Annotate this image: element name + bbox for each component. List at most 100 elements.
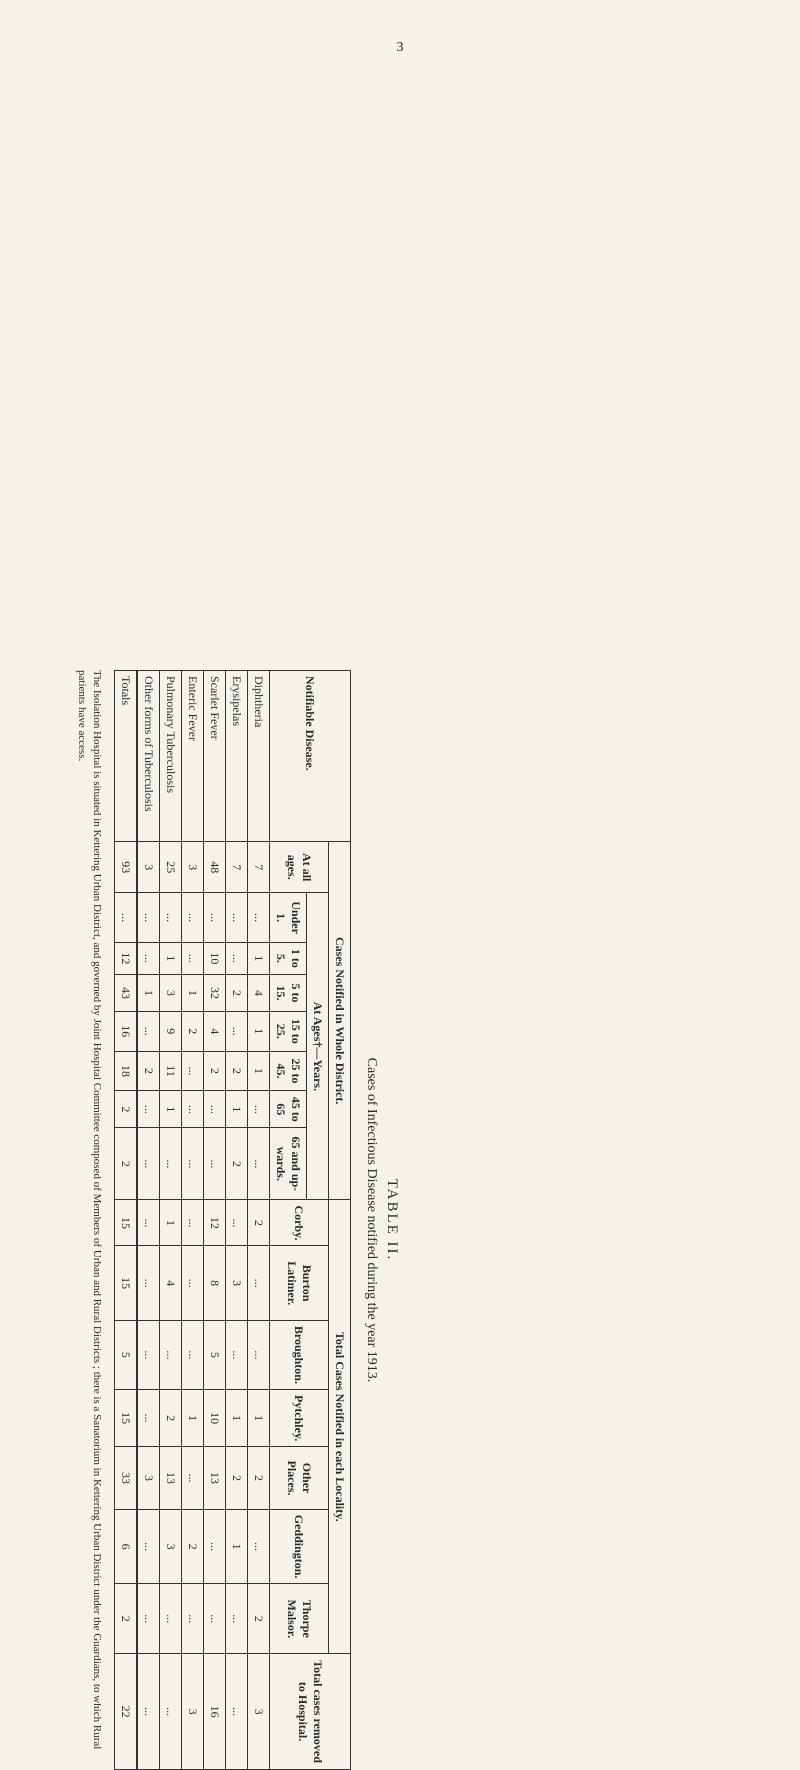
table-row: Scarlet Fever48...103242......12851013..… xyxy=(204,671,226,1770)
locality-cell: 15 xyxy=(115,1389,138,1446)
age-cell: 2 xyxy=(204,1051,226,1091)
locality-cell: 1 xyxy=(182,1389,204,1446)
age-cell: 1 xyxy=(248,1011,270,1051)
locality-cell: ... xyxy=(248,1246,270,1320)
disease-cell: Erysipelas xyxy=(226,671,248,842)
age-cell: 1 xyxy=(137,975,160,1012)
age-cell: 18 xyxy=(115,1051,138,1091)
age-cell: ... xyxy=(115,893,138,942)
locality-cell: ... xyxy=(160,1320,182,1389)
locality-cell: ... xyxy=(182,1320,204,1389)
header-locality: Total Cases Notified in each Locality. xyxy=(329,1200,351,1654)
locality-cell: 2 xyxy=(248,1447,270,1509)
locality-cell: 3 xyxy=(137,1447,160,1509)
header-loc-3: Pytchley. xyxy=(270,1389,329,1446)
age-cell: ... xyxy=(137,1128,160,1200)
age-cell: 2 xyxy=(115,1091,138,1128)
age-cell: 32 xyxy=(204,975,226,1012)
age-cell: ... xyxy=(248,893,270,942)
locality-cell: 15 xyxy=(115,1246,138,1320)
locality-cell: ... xyxy=(226,1320,248,1389)
age-cell: ... xyxy=(182,1091,204,1128)
locality-cell: 2 xyxy=(248,1584,270,1654)
disease-cell: Diphtheria xyxy=(248,671,270,842)
locality-cell: ... xyxy=(137,1584,160,1654)
disease-cell: Other forms of Tuberculosis xyxy=(137,671,160,842)
age-cell: 1 xyxy=(248,942,270,974)
header-loc-0: Corby. xyxy=(270,1200,329,1246)
age-cell: 2 xyxy=(226,1128,248,1200)
header-age-0: Under 1. xyxy=(270,893,307,942)
age-cell: 2 xyxy=(226,1051,248,1091)
age-cell: ... xyxy=(137,1091,160,1128)
age-cell: 1 xyxy=(160,942,182,974)
age-cell: 1 xyxy=(226,1091,248,1128)
header-age-4: 25 to 45. xyxy=(270,1051,307,1091)
all-ages-cell: 93 xyxy=(115,842,138,893)
totals-row: Totals93...12431618221515515336222 xyxy=(115,671,138,1770)
age-cell: 2 xyxy=(137,1051,160,1091)
age-cell: ... xyxy=(160,893,182,942)
removed-cell: ... xyxy=(137,1654,160,1770)
header-age-2: 5 to 15. xyxy=(270,975,307,1012)
header-age-5: 45 to 65 xyxy=(270,1091,307,1128)
age-cell: 4 xyxy=(248,975,270,1012)
removed-cell: ... xyxy=(226,1654,248,1770)
age-cell: 1 xyxy=(248,1051,270,1091)
age-cell: ... xyxy=(204,1091,226,1128)
locality-cell: 12 xyxy=(204,1200,226,1246)
removed-cell: 3 xyxy=(248,1654,270,1770)
locality-cell: ... xyxy=(226,1584,248,1654)
age-cell: 12 xyxy=(115,942,138,974)
footnote: The Isolation Hospital is situated in Ke… xyxy=(73,670,104,1770)
age-cell: ... xyxy=(204,1128,226,1200)
table-row: Erysipelas7......2...212...3...121...... xyxy=(226,671,248,1770)
locality-cell: ... xyxy=(137,1200,160,1246)
age-cell: 2 xyxy=(226,975,248,1012)
locality-cell: ... xyxy=(160,1584,182,1654)
age-cell: ... xyxy=(137,1011,160,1051)
header-loc-1: Burton Latimer. xyxy=(270,1246,329,1320)
disease-cell: Enteric Fever xyxy=(182,671,204,842)
locality-cell: 13 xyxy=(204,1447,226,1509)
locality-cell: 6 xyxy=(115,1509,138,1584)
locality-cell: 4 xyxy=(160,1246,182,1320)
age-cell: ... xyxy=(226,1011,248,1051)
table-row: Other forms of Tuberculosis3......1...2.… xyxy=(137,671,160,1770)
all-ages-cell: 7 xyxy=(226,842,248,893)
table-row: Enteric Fever3......12..................… xyxy=(182,671,204,1770)
age-cell: 3 xyxy=(160,975,182,1012)
table-subtitle: Cases of Infectious Disease notified dur… xyxy=(363,670,379,1770)
disease-cell: Scarlet Fever xyxy=(204,671,226,842)
table-wrapper: TABLE II. Cases of Infectious Disease no… xyxy=(73,670,400,1770)
removed-cell: 3 xyxy=(182,1654,204,1770)
header-removed: Total cases removed to Hospital. xyxy=(270,1654,351,1770)
header-loc-2: Broughton. xyxy=(270,1320,329,1389)
age-cell: ... xyxy=(182,942,204,974)
locality-cell: 2 xyxy=(226,1447,248,1509)
age-cell: 9 xyxy=(160,1011,182,1051)
all-ages-cell: 7 xyxy=(248,842,270,893)
age-cell: 1 xyxy=(182,975,204,1012)
removed-cell: 16 xyxy=(204,1654,226,1770)
disease-cell: Pulmonary Tuberculosis xyxy=(160,671,182,842)
locality-cell: 2 xyxy=(248,1200,270,1246)
locality-cell: 1 xyxy=(226,1389,248,1446)
locality-cell: ... xyxy=(137,1320,160,1389)
locality-cell: 33 xyxy=(115,1447,138,1509)
locality-cell: 5 xyxy=(204,1320,226,1389)
locality-cell: 2 xyxy=(160,1389,182,1446)
table-body: Diphtheria7...1411......2......12...23Er… xyxy=(115,671,270,1770)
all-ages-cell: 48 xyxy=(204,842,226,893)
locality-cell: ... xyxy=(248,1320,270,1389)
locality-cell: ... xyxy=(137,1509,160,1584)
removed-cell: 22 xyxy=(115,1654,138,1770)
age-cell: ... xyxy=(204,893,226,942)
page-number: 3 xyxy=(397,40,404,56)
age-cell: 16 xyxy=(115,1011,138,1051)
locality-cell: 1 xyxy=(226,1509,248,1584)
header-at-ages: At Ages†—Years. xyxy=(307,893,329,1200)
locality-cell: 1 xyxy=(248,1389,270,1446)
age-cell: ... xyxy=(182,1051,204,1091)
locality-cell: 3 xyxy=(160,1509,182,1584)
